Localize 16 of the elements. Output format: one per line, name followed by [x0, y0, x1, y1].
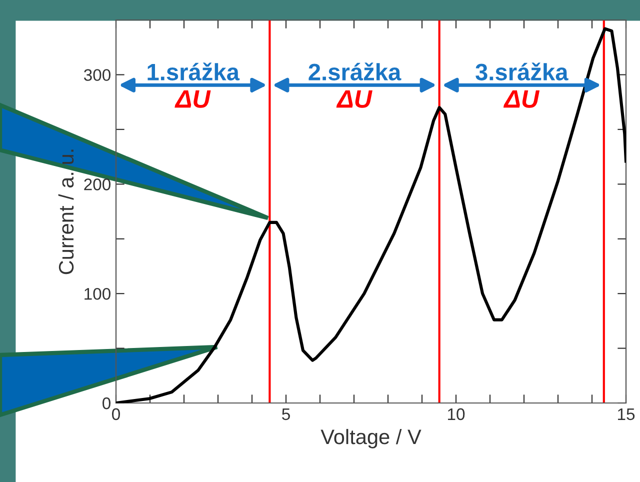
x-tick-label: 15	[618, 408, 635, 420]
y-axis-title: Current / a. u.	[58, 150, 74, 274]
annotation: 1.srážka	[148, 62, 240, 80]
x-tick-label: 10	[448, 408, 465, 420]
x-axis-title: Voltage / V	[320, 428, 422, 448]
annotation: ΔU	[503, 90, 540, 108]
annotation: ΔU	[336, 90, 372, 108]
y-tick-label: 300	[84, 69, 110, 81]
annotation: 3.srážka	[476, 62, 568, 80]
y-tick-label: 200	[84, 178, 110, 190]
y-tick-label: 0	[102, 397, 110, 410]
annotation: 2.srážka	[308, 62, 402, 80]
x-tick-label: 0	[112, 408, 120, 420]
y-tick-label: 100	[84, 288, 110, 300]
x-tick-label: 5	[282, 408, 290, 420]
annotation: ΔU	[174, 90, 211, 108]
